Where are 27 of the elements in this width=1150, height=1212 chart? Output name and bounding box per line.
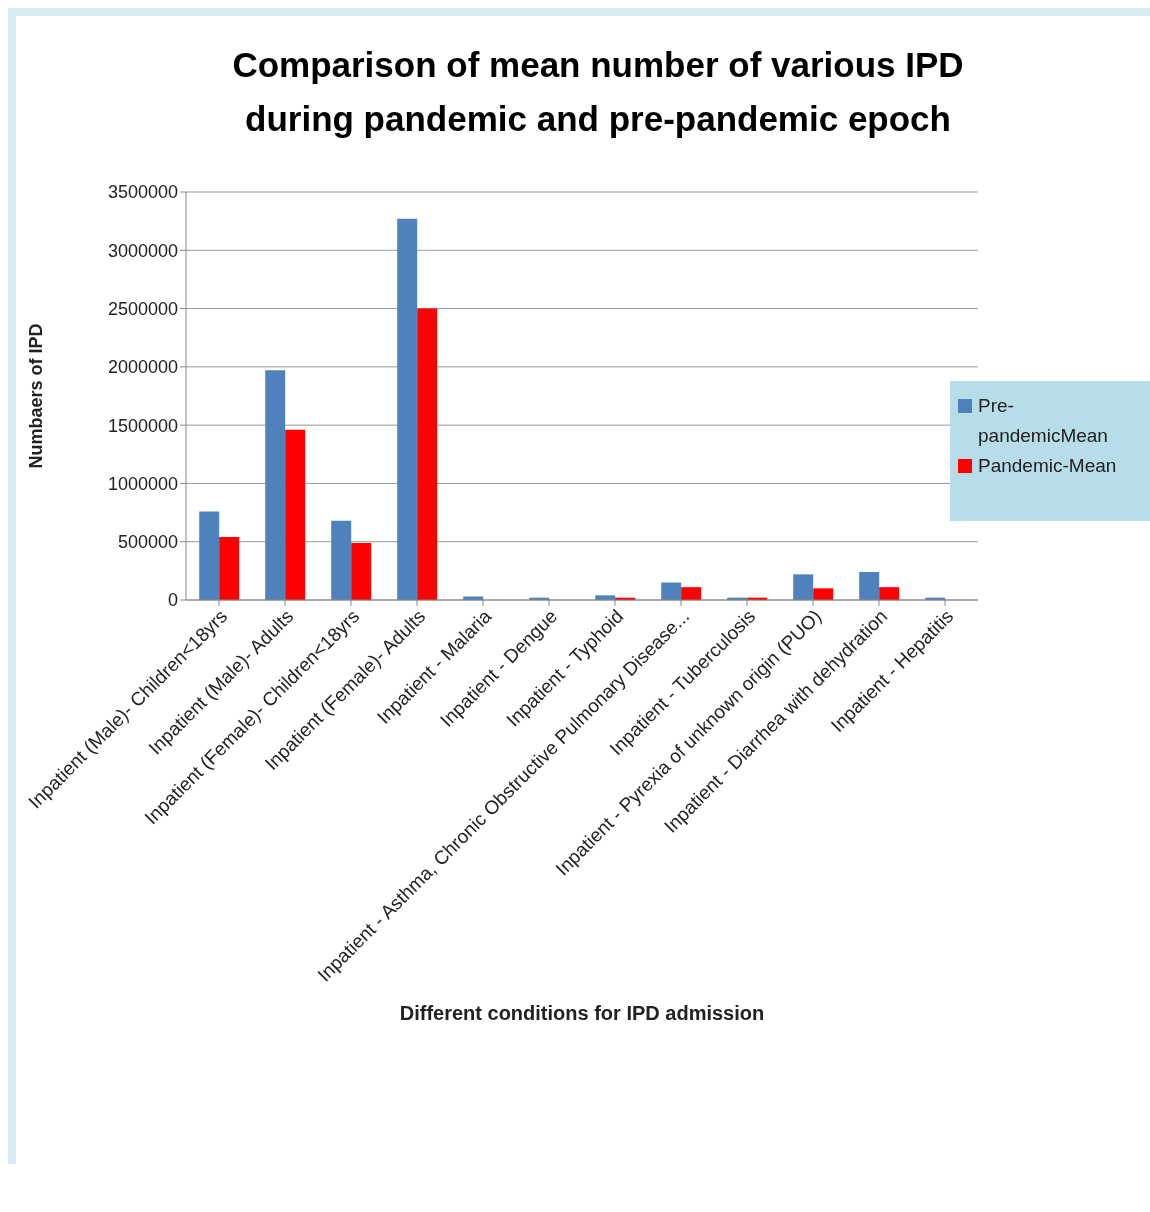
bar	[331, 520, 352, 600]
bar	[199, 511, 220, 600]
legend-label: Pre-pandemicMean	[978, 394, 1109, 448]
bar	[661, 582, 682, 600]
y-tick-label: 2500000	[107, 298, 178, 319]
y-tick-label: 0	[167, 590, 178, 611]
y-axis-title: Numbaers of IPD	[26, 323, 47, 469]
bar	[397, 218, 418, 600]
bar	[879, 587, 900, 600]
bar	[859, 572, 880, 600]
y-tick-label: 500000	[117, 532, 178, 553]
y-tick-label: 3000000	[107, 240, 178, 261]
x-axis-title: Different conditions for IPD admission	[399, 1002, 765, 1024]
bar	[351, 542, 372, 600]
y-tick-label: 3500000	[107, 182, 178, 203]
bar	[417, 308, 438, 600]
y-tick-label: 2000000	[107, 357, 178, 378]
bar	[219, 537, 240, 600]
bar	[285, 429, 306, 600]
legend-label: Pandemic-Mean	[978, 454, 1118, 478]
y-tick-label: 1000000	[107, 473, 178, 494]
y-tick-label: 1500000	[107, 415, 178, 436]
bar	[681, 587, 702, 600]
bar	[265, 370, 286, 600]
bar	[813, 588, 834, 600]
chart-title: Comparison of mean number of various IPD during pandemic and pre-pandemic epoch	[231, 44, 965, 140]
bar	[793, 574, 814, 600]
